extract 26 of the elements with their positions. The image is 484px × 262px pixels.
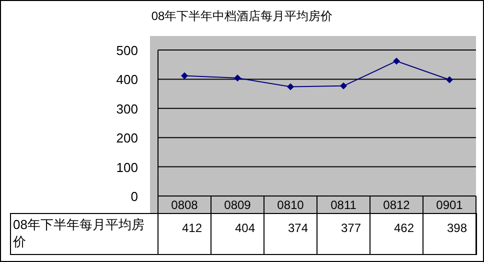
- data-label: 377: [341, 221, 362, 235]
- y-tick-label: 400: [116, 72, 138, 88]
- point: [287, 83, 294, 90]
- y-tick-label: 300: [116, 101, 138, 116]
- data-label: 398: [447, 221, 468, 235]
- point: [181, 72, 188, 80]
- y-tick-label: 500: [116, 43, 138, 58]
- data-label: 412: [182, 221, 202, 235]
- point: [234, 74, 241, 82]
- y-tick-label: 0: [130, 189, 138, 204]
- x-tick-label: 0810: [277, 198, 304, 212]
- point: [393, 58, 400, 65]
- x-tick-label: 0809: [224, 198, 252, 212]
- data-label: 404: [235, 221, 256, 235]
- x-tick-label: 0812: [383, 198, 410, 212]
- x-tick-label: 0901: [436, 198, 464, 212]
- point: [340, 82, 347, 90]
- data-label: 374: [288, 221, 308, 235]
- y-tick-label: 200: [116, 130, 138, 146]
- series-name: 08年下半年每月平均房价: [13, 216, 145, 250]
- x-tick-label: 0808: [171, 198, 198, 212]
- title: 08年下半年中档酒店每月平均房价: [151, 9, 333, 23]
- y-tick-label: 100: [116, 160, 138, 175]
- point: [446, 76, 453, 84]
- x-tick-label: 0811: [330, 198, 357, 212]
- data-label: 462: [394, 221, 414, 235]
